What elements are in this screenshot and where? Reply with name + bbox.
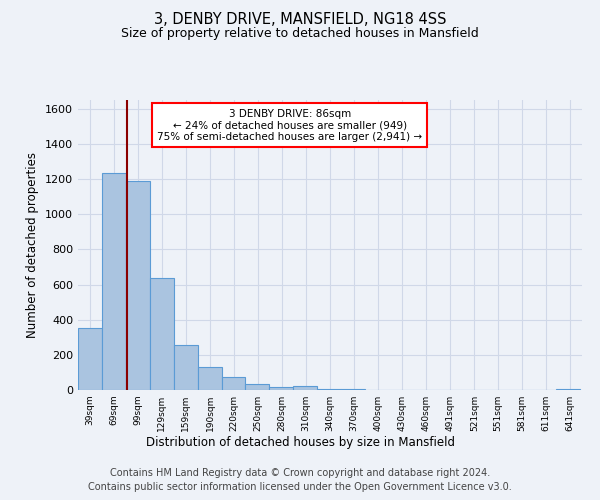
Text: 3, DENBY DRIVE, MANSFIELD, NG18 4SS: 3, DENBY DRIVE, MANSFIELD, NG18 4SS	[154, 12, 446, 28]
Text: Size of property relative to detached houses in Mansfield: Size of property relative to detached ho…	[121, 28, 479, 40]
Bar	[221, 377, 245, 390]
Y-axis label: Number of detached properties: Number of detached properties	[26, 152, 40, 338]
Bar	[126, 181, 150, 390]
Bar	[150, 278, 173, 390]
Bar	[245, 384, 269, 390]
Text: Contains HM Land Registry data © Crown copyright and database right 2024.: Contains HM Land Registry data © Crown c…	[110, 468, 490, 477]
Bar	[173, 345, 197, 390]
Text: 3 DENBY DRIVE: 86sqm
← 24% of detached houses are smaller (949)
75% of semi-deta: 3 DENBY DRIVE: 86sqm ← 24% of detached h…	[157, 108, 422, 142]
Text: Distribution of detached houses by size in Mansfield: Distribution of detached houses by size …	[146, 436, 455, 449]
Bar	[293, 386, 317, 390]
Bar	[78, 328, 102, 390]
Bar	[317, 389, 341, 390]
Bar	[269, 388, 293, 390]
Bar	[102, 173, 126, 390]
Text: Contains public sector information licensed under the Open Government Licence v3: Contains public sector information licen…	[88, 482, 512, 492]
Bar	[556, 389, 580, 390]
Bar	[197, 367, 221, 390]
